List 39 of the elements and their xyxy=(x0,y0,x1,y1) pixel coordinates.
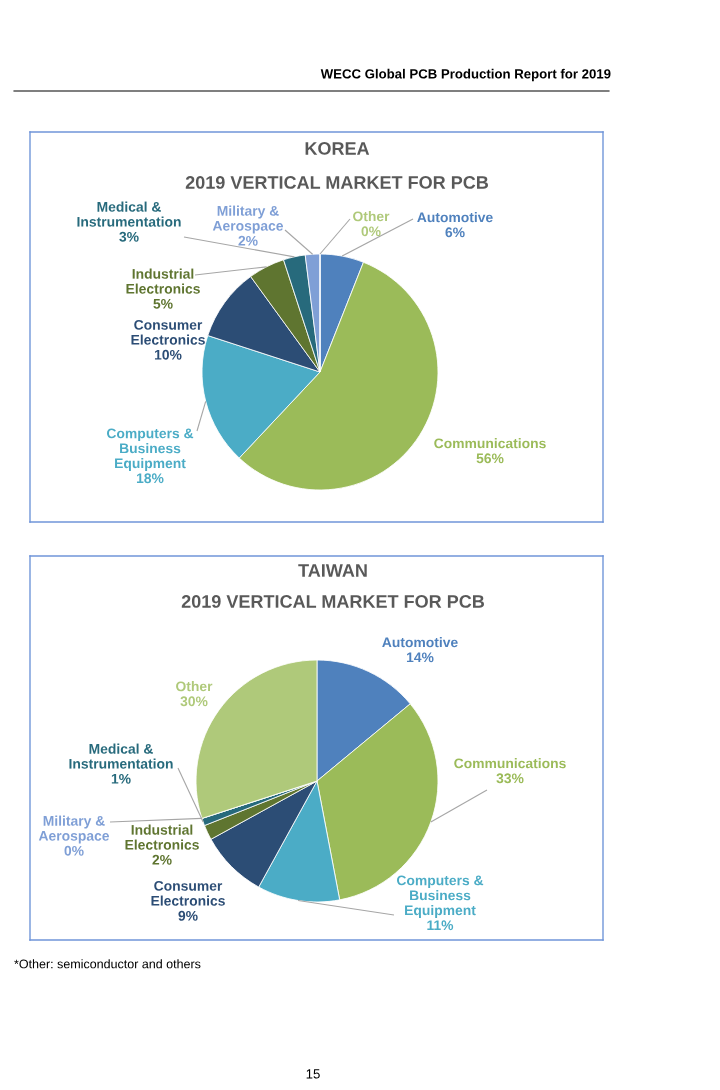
data-label: 5% xyxy=(153,298,173,309)
text: *Other: semiconductor and others xyxy=(14,959,201,969)
slice-label: Medical & Instrumentation xyxy=(77,201,181,227)
slice-label: Communications xyxy=(454,758,566,769)
data-label: 18% xyxy=(136,473,164,484)
slice-label: Industrial Electronics xyxy=(125,824,199,850)
data-label: 10% xyxy=(154,349,182,360)
slice-label: Military & Aerospace xyxy=(212,205,284,234)
data-label: 2% xyxy=(238,235,258,246)
data-label: 33% xyxy=(496,773,524,784)
chart-title: TAIWAN xyxy=(298,564,367,577)
chart-subtitle: 2019 VERTICAL MARKET FOR PCB xyxy=(181,595,485,608)
slice-label: Automotive xyxy=(417,212,493,223)
data-label: 30% xyxy=(180,696,208,707)
chart-subtitle: 2019 VERTICAL MARKET FOR PCB xyxy=(185,176,489,189)
data-label: 1% xyxy=(111,773,131,784)
data-label: 3% xyxy=(119,231,139,242)
category-label: Military & Aerospace xyxy=(38,815,110,844)
data-label: 9% xyxy=(178,910,198,921)
data-label: 56% xyxy=(476,453,504,464)
data-label: 2% xyxy=(152,854,172,865)
slice-label: Automotive xyxy=(382,637,458,648)
text: 0% xyxy=(64,845,84,856)
slice-label: Medical & Instrumentation xyxy=(69,743,173,769)
slice-label: Computers & Business Equipment xyxy=(106,428,194,471)
data-label: 6% xyxy=(445,227,465,238)
text: 0% xyxy=(361,226,381,237)
category-label: Other xyxy=(353,211,390,222)
slice-label: Consumer Electronics xyxy=(151,880,225,906)
slice-label: Computers & Business Equipment xyxy=(396,875,484,918)
slice-label: Other xyxy=(176,681,213,692)
slice-label: Communications xyxy=(434,438,546,449)
text: 15 xyxy=(306,1069,320,1079)
data-label: 14% xyxy=(406,652,434,663)
slice-label: Consumer Electronics xyxy=(131,319,205,345)
chart-title: KOREA xyxy=(305,142,370,155)
slice-label: Industrial Electronics xyxy=(126,268,200,294)
text: WECC Global PCB Production Report for 2019 xyxy=(320,68,611,82)
data-label: 11% xyxy=(427,920,454,931)
